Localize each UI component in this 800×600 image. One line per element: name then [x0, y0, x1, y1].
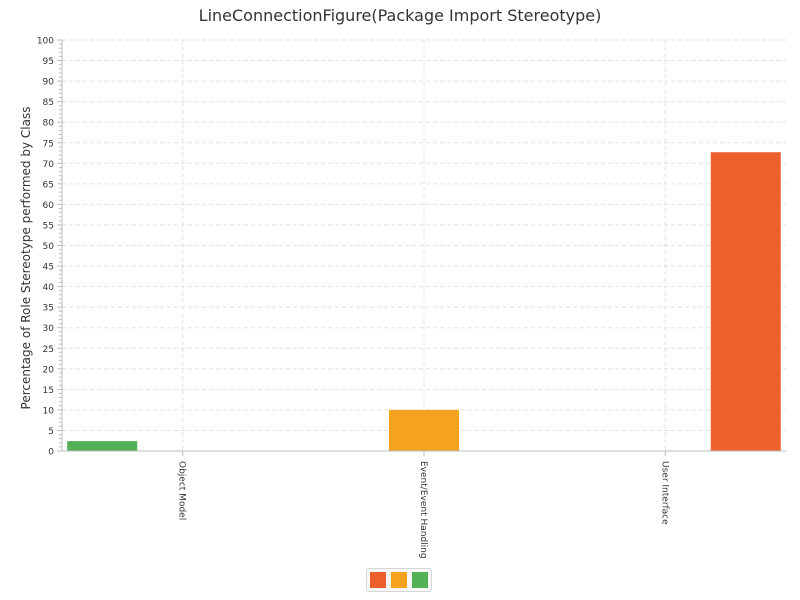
bar: [710, 152, 781, 451]
y-tick-label: 70: [43, 160, 55, 170]
y-tick-label: 50: [43, 242, 55, 252]
y-tick-label: 90: [43, 78, 55, 88]
y-tick-label: 60: [43, 201, 55, 211]
legend-swatch: [370, 572, 386, 588]
y-tick-label: 95: [43, 57, 54, 67]
legend-swatch: [412, 572, 428, 588]
legend: [366, 568, 432, 592]
y-tick-label: 55: [43, 221, 54, 231]
y-tick-label: 100: [37, 37, 54, 47]
y-tick-label: 20: [43, 365, 55, 375]
y-tick-label: 10: [43, 406, 55, 416]
y-tick-label: 85: [43, 98, 54, 108]
y-tick-label: 5: [48, 427, 54, 437]
y-tick-label: 15: [43, 386, 54, 396]
y-tick-label: 65: [43, 180, 54, 190]
bar: [389, 409, 459, 451]
y-tick-label: 40: [43, 283, 55, 293]
y-tick-label: 25: [43, 345, 54, 355]
chart-title: LineConnectionFigure(Package Import Ster…: [198, 6, 602, 25]
y-tick-label: 35: [43, 304, 54, 314]
x-tick-label: Event/Event Handling: [418, 461, 428, 559]
y-tick-label: 75: [43, 139, 54, 149]
legend-swatch: [391, 572, 407, 588]
x-tick-label: User Interface: [659, 461, 669, 525]
y-tick-label: 0: [48, 448, 54, 458]
y-tick-label: 45: [43, 263, 54, 273]
y-tick-label: 30: [43, 324, 55, 334]
y-tick-label: 80: [43, 119, 55, 129]
x-tick-label: Object Model: [177, 461, 187, 520]
bar: [67, 441, 138, 451]
